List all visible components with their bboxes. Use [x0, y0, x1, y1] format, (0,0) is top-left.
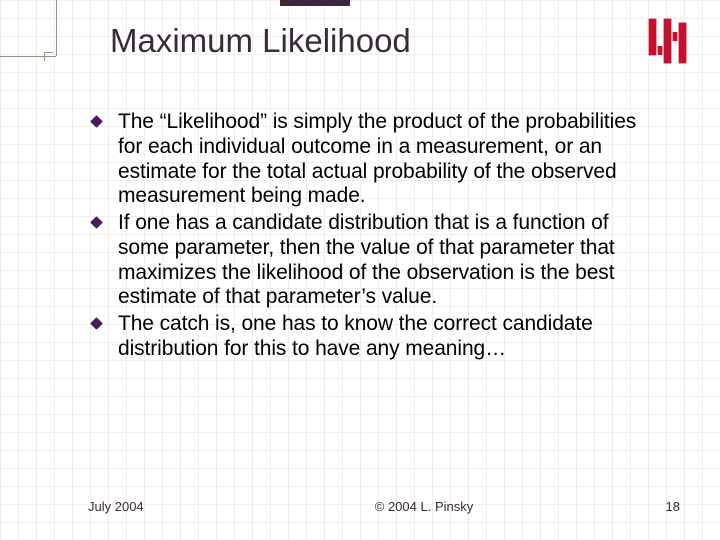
slide: Maximum Likelihood The “Likelihood” is s…: [0, 0, 720, 540]
footer-date: July 2004: [88, 499, 248, 514]
footer: July 2004 © 2004 L. Pinsky 18: [88, 499, 680, 514]
footer-page-number: 18: [600, 499, 680, 514]
bullet-item: The “Likelihood” is simply the product o…: [88, 110, 658, 209]
footer-copyright: © 2004 L. Pinsky: [248, 499, 600, 514]
top-accent-strip: [280, 0, 350, 6]
body-text-area: The “Likelihood” is simply the product o…: [88, 110, 658, 364]
bullet-item: If one has a candidate distribution that…: [88, 211, 658, 310]
slide-title: Maximum Likelihood: [110, 22, 610, 60]
crop-mark-vertical: [56, 0, 57, 56]
uh-logo-icon: [642, 14, 696, 68]
bullet-item: The catch is, one has to know the correc…: [88, 312, 658, 362]
crop-mark-corner: [44, 52, 53, 61]
bullet-list: The “Likelihood” is simply the product o…: [88, 110, 658, 362]
